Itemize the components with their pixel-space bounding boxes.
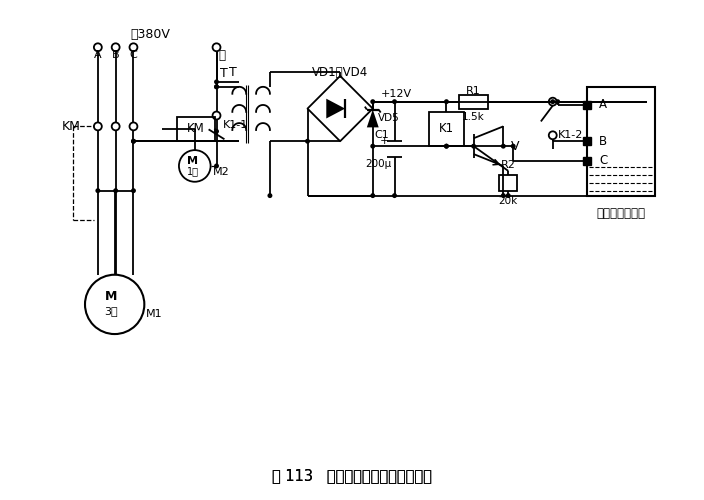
Text: T: T — [230, 66, 237, 78]
Circle shape — [505, 193, 510, 198]
Circle shape — [555, 99, 560, 104]
Text: M2: M2 — [213, 167, 230, 177]
Circle shape — [551, 99, 555, 104]
Text: B: B — [112, 50, 120, 60]
Bar — [584, 138, 591, 145]
Text: M: M — [104, 290, 117, 303]
Circle shape — [214, 164, 219, 168]
Text: 1.5k: 1.5k — [463, 112, 485, 122]
Text: B: B — [599, 134, 608, 147]
Circle shape — [131, 138, 136, 143]
Circle shape — [268, 193, 272, 198]
Text: R1: R1 — [466, 86, 481, 96]
Polygon shape — [367, 110, 379, 128]
Text: VD5: VD5 — [378, 114, 399, 124]
Text: V: V — [511, 140, 520, 152]
Text: 图 113   水位自动控制器电路（五）: 图 113 水位自动控制器电路（五） — [272, 468, 432, 483]
Text: 零: 零 — [218, 48, 225, 62]
Circle shape — [370, 144, 375, 148]
Circle shape — [510, 144, 515, 148]
Circle shape — [370, 193, 375, 198]
Bar — [459, 94, 489, 108]
Text: K1: K1 — [439, 122, 454, 136]
Text: KM: KM — [61, 120, 80, 133]
Bar — [587, 87, 655, 196]
Bar — [584, 100, 591, 108]
Text: M1: M1 — [146, 310, 163, 320]
Text: 水塔（蓄水池）: 水塔（蓄水池） — [596, 207, 646, 220]
Text: C: C — [599, 154, 608, 168]
Circle shape — [214, 84, 219, 89]
Circle shape — [95, 188, 101, 193]
Text: VD1～VD4: VD1～VD4 — [312, 66, 368, 78]
Text: A: A — [599, 98, 608, 111]
Circle shape — [444, 144, 449, 148]
Circle shape — [113, 188, 118, 193]
Circle shape — [501, 144, 505, 148]
Circle shape — [370, 99, 375, 104]
Circle shape — [131, 138, 136, 143]
Circle shape — [214, 84, 219, 89]
Text: 200μ: 200μ — [365, 160, 391, 170]
Circle shape — [444, 144, 449, 148]
Circle shape — [471, 144, 476, 148]
Text: 3～: 3～ — [104, 306, 118, 316]
Circle shape — [214, 80, 219, 84]
Bar — [499, 176, 517, 191]
Circle shape — [444, 99, 449, 104]
Circle shape — [501, 193, 505, 198]
Circle shape — [392, 193, 397, 198]
Circle shape — [131, 188, 136, 193]
Text: 20k: 20k — [498, 196, 518, 206]
Text: R2: R2 — [501, 160, 516, 170]
Text: T: T — [220, 68, 227, 80]
Text: KM: KM — [187, 122, 205, 136]
Text: +12V: +12V — [381, 89, 412, 99]
Circle shape — [392, 99, 397, 104]
Text: 1～: 1～ — [187, 166, 199, 176]
Text: A: A — [94, 50, 101, 60]
Bar — [584, 157, 591, 165]
Text: ～380V: ～380V — [130, 28, 170, 41]
Text: C1: C1 — [375, 130, 389, 140]
Text: K1-2: K1-2 — [558, 130, 583, 140]
Polygon shape — [326, 98, 345, 118]
Text: +: + — [380, 136, 389, 145]
Text: C: C — [130, 50, 137, 60]
Circle shape — [305, 138, 310, 143]
Text: K1-1: K1-1 — [222, 120, 248, 130]
Text: M: M — [187, 156, 199, 166]
Text: 图 113   水位自动控制器电路（五）: 图 113 水位自动控制器电路（五） — [272, 468, 432, 483]
Bar — [429, 112, 464, 146]
Circle shape — [214, 129, 219, 134]
Bar — [177, 116, 215, 141]
